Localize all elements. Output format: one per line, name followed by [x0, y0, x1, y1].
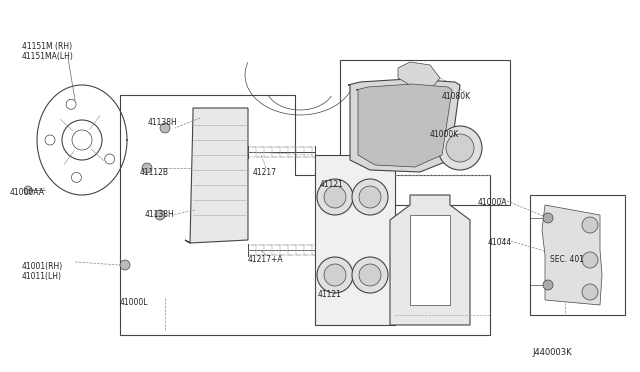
Polygon shape	[348, 79, 460, 172]
Circle shape	[155, 210, 165, 220]
Text: 41121: 41121	[320, 180, 344, 189]
Circle shape	[324, 186, 346, 208]
Text: 41151M (RH): 41151M (RH)	[22, 42, 72, 51]
Text: 41000A: 41000A	[478, 198, 508, 207]
Text: 41112B: 41112B	[140, 168, 169, 177]
Circle shape	[543, 280, 553, 290]
Circle shape	[24, 186, 32, 194]
Text: SEC. 401: SEC. 401	[550, 255, 584, 264]
Circle shape	[317, 179, 353, 215]
Text: 41151MA(LH): 41151MA(LH)	[22, 52, 74, 61]
Bar	[410, 215, 450, 305]
Circle shape	[438, 126, 482, 170]
Text: 41138H: 41138H	[145, 210, 175, 219]
Text: 41138H: 41138H	[148, 118, 178, 127]
Bar	[315, 155, 395, 325]
Polygon shape	[542, 205, 602, 305]
Circle shape	[324, 264, 346, 286]
Text: 41217: 41217	[253, 168, 277, 177]
Polygon shape	[398, 62, 440, 90]
Circle shape	[359, 186, 381, 208]
Circle shape	[352, 179, 388, 215]
Circle shape	[543, 213, 553, 223]
Circle shape	[317, 257, 353, 293]
Circle shape	[582, 217, 598, 233]
Text: 41080K: 41080K	[442, 92, 471, 101]
Text: J440003K: J440003K	[532, 348, 572, 357]
Circle shape	[582, 284, 598, 300]
Text: 41000K: 41000K	[430, 130, 460, 139]
Text: 41044: 41044	[488, 238, 512, 247]
Polygon shape	[390, 195, 470, 325]
Circle shape	[120, 260, 130, 270]
Circle shape	[359, 264, 381, 286]
Circle shape	[160, 123, 170, 133]
Text: 41011(LH): 41011(LH)	[22, 272, 62, 281]
Text: 41000L: 41000L	[120, 298, 148, 307]
Circle shape	[582, 252, 598, 268]
Circle shape	[352, 257, 388, 293]
Text: 41217+A: 41217+A	[248, 255, 284, 264]
Text: 41000AA: 41000AA	[10, 188, 45, 197]
Text: 41121: 41121	[318, 290, 342, 299]
Circle shape	[142, 163, 152, 173]
Bar	[530, 195, 625, 315]
Polygon shape	[185, 108, 248, 243]
Text: 41001(RH): 41001(RH)	[22, 262, 63, 271]
Polygon shape	[356, 84, 452, 167]
Bar	[340, 60, 510, 205]
Circle shape	[446, 134, 474, 162]
